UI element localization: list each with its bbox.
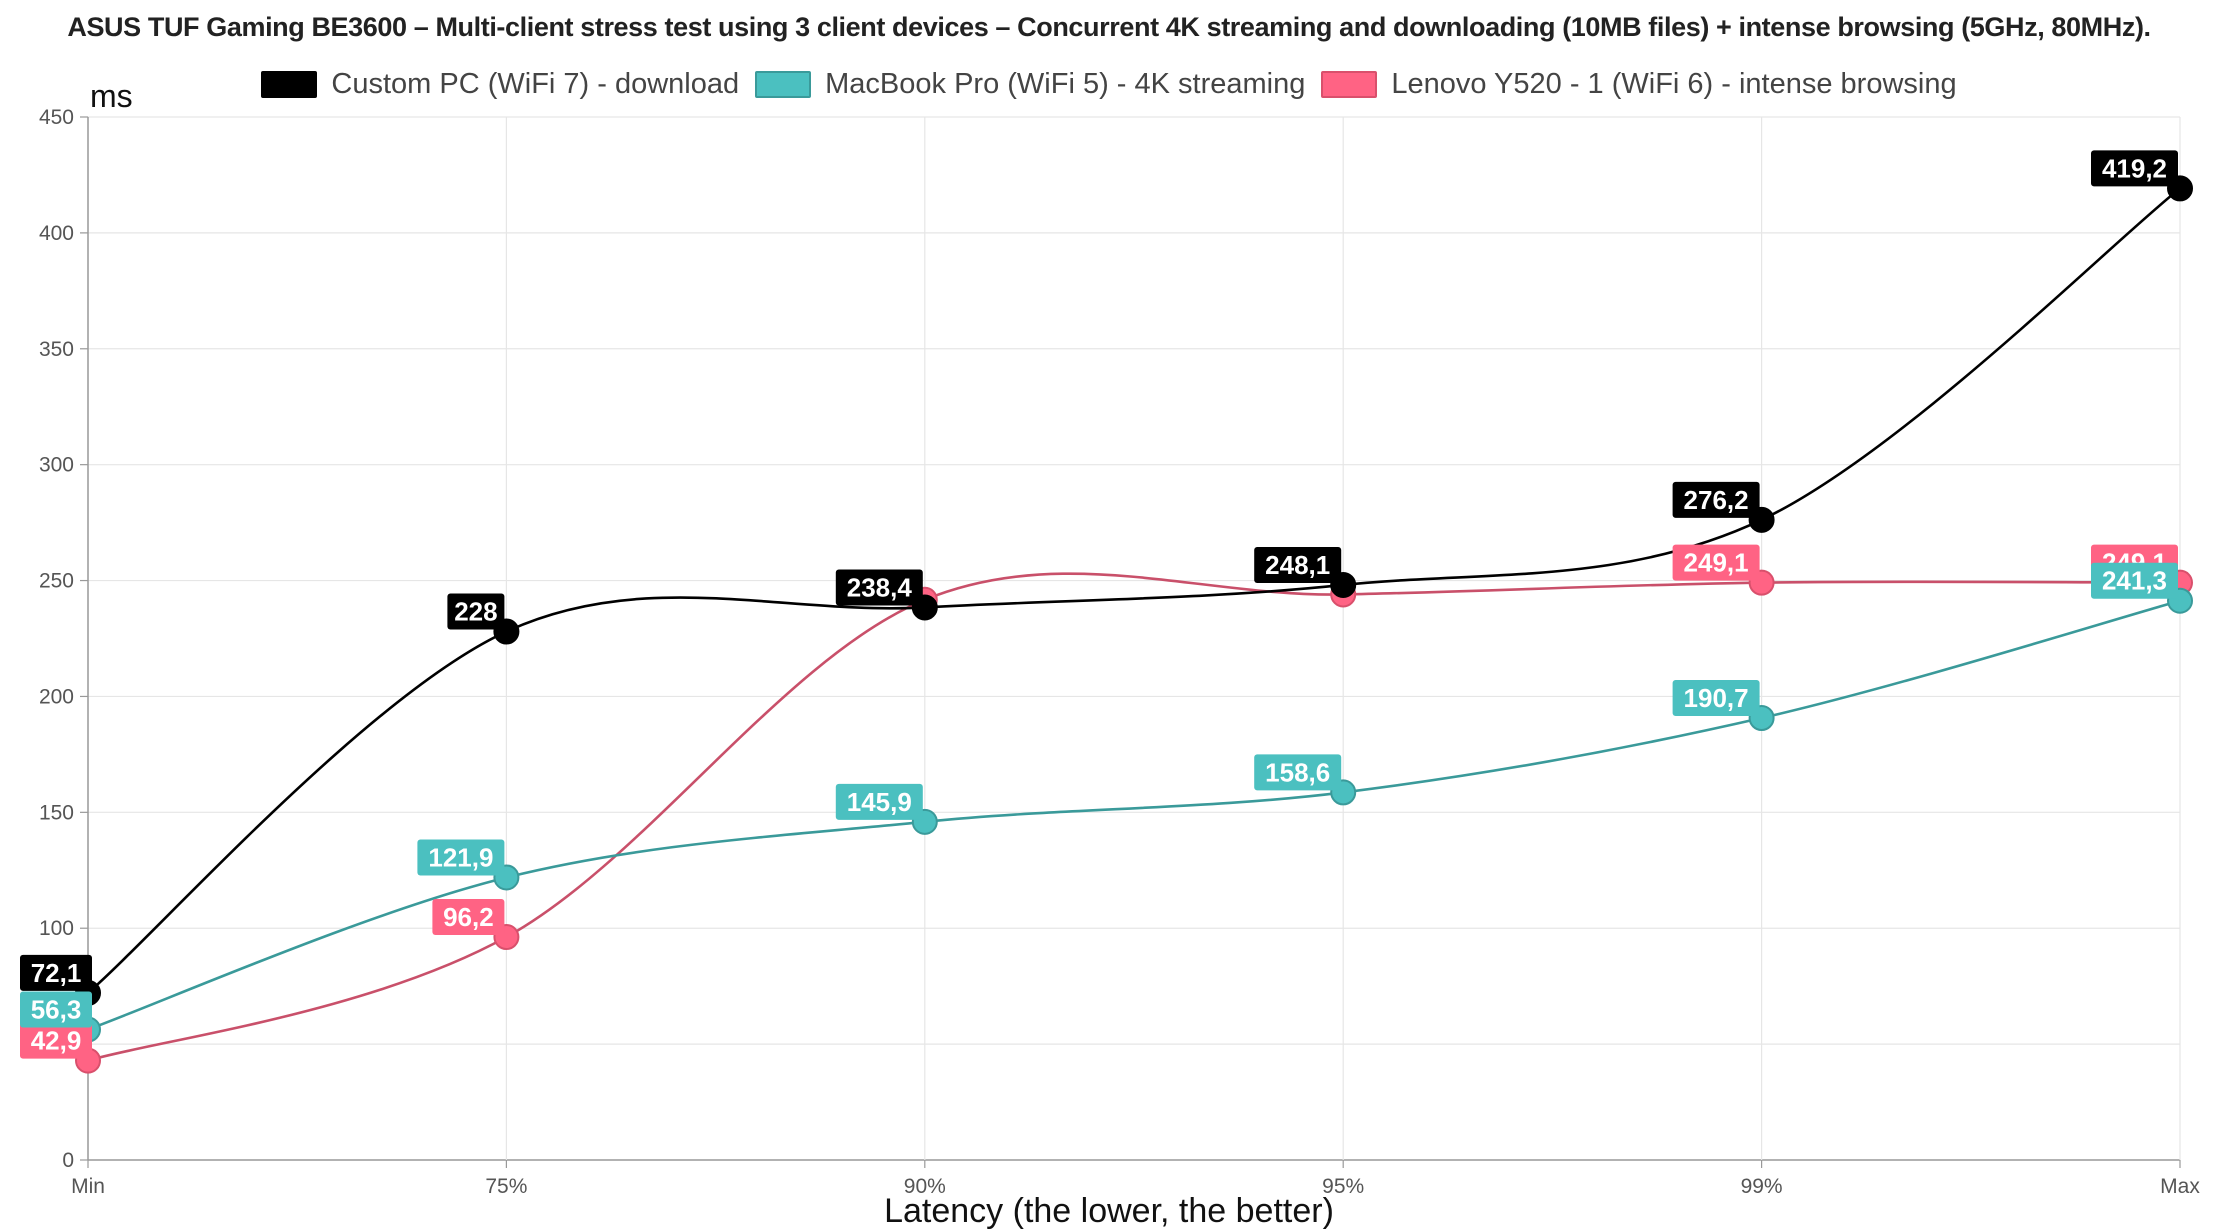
legend-label-lenovo: Lenovo Y520 - 1 (WiFi 6) - intense brows… bbox=[1391, 68, 1957, 100]
y-tick-label: 300 bbox=[39, 454, 74, 477]
legend-label-macbook: MacBook Pro (WiFi 5) - 4K streaming bbox=[825, 68, 1306, 100]
data-label-box bbox=[20, 991, 92, 1028]
series-line bbox=[87, 572, 2181, 1062]
series-1 bbox=[75, 587, 2193, 1043]
data-label: 121,9 bbox=[428, 842, 493, 872]
data-label-box bbox=[20, 1022, 92, 1059]
y-tick-label: 400 bbox=[39, 222, 74, 245]
x-tick-label: 75% bbox=[485, 1175, 527, 1198]
data-label: 145,9 bbox=[847, 787, 912, 817]
x-tick-label: Min bbox=[71, 1175, 105, 1198]
labels-0: 72,1 228 238,4 248,1 276,2 419,2 bbox=[20, 150, 2178, 991]
data-label: 241,3 bbox=[2102, 566, 2167, 596]
data-label-box bbox=[1672, 481, 1760, 518]
data-label-box bbox=[835, 783, 923, 820]
data-label-box bbox=[2091, 150, 2178, 187]
legend-label-custom-pc: Custom PC (WiFi 7) - download bbox=[331, 68, 740, 100]
data-label: 72,1 bbox=[31, 958, 82, 988]
y-tick-label: 450 bbox=[39, 106, 74, 129]
data-label-box bbox=[2091, 562, 2178, 599]
data-label-box bbox=[447, 593, 505, 630]
chart-title: ASUS TUF Gaming BE3600 – Multi-client st… bbox=[67, 12, 2151, 42]
y-tick-label: 100 bbox=[39, 917, 74, 940]
data-label: 42,9 bbox=[31, 1026, 82, 1056]
x-tick-label: 95% bbox=[1322, 1175, 1364, 1198]
data-label: 228 bbox=[454, 597, 497, 627]
data-label-box bbox=[835, 569, 923, 606]
data-label: 190,7 bbox=[1684, 683, 1749, 713]
x-tick-label: 90% bbox=[904, 1175, 946, 1198]
data-label: 56,3 bbox=[31, 995, 82, 1025]
data-label: 96,2 bbox=[443, 902, 494, 932]
data-label: 419,2 bbox=[2102, 153, 2167, 183]
legend-item-custom-pc[interactable]: Custom PC (WiFi 7) - download bbox=[261, 68, 739, 101]
legend-swatch-macbook bbox=[755, 71, 812, 98]
data-label-box bbox=[20, 954, 92, 991]
series-0 bbox=[75, 175, 2193, 1006]
data-label: 276,2 bbox=[1684, 485, 1749, 515]
x-axis-title: Latency (the lower, the better) bbox=[884, 1192, 1334, 1230]
y-tick-label: 350 bbox=[39, 338, 74, 361]
data-label-box bbox=[417, 839, 505, 876]
legend-item-lenovo[interactable]: Lenovo Y520 - 1 (WiFi 6) - intense brows… bbox=[1321, 68, 1957, 101]
legend-swatch-custom-pc bbox=[261, 71, 318, 98]
y-tick-label: 150 bbox=[39, 801, 74, 824]
x-tick-label: 99% bbox=[1741, 1175, 1783, 1198]
y-tick-label: 200 bbox=[39, 685, 74, 708]
data-label: 248,1 bbox=[1265, 550, 1330, 580]
series-2 bbox=[75, 569, 2193, 1074]
y-tick-label: 0 bbox=[62, 1149, 74, 1172]
data-label-box bbox=[1254, 754, 1342, 791]
data-label: 249,1 bbox=[1684, 548, 1749, 578]
data-label-box bbox=[432, 899, 505, 936]
data-label: 238,4 bbox=[847, 572, 913, 602]
data-label-box bbox=[1672, 679, 1760, 716]
data-label-box bbox=[1672, 544, 1760, 581]
data-label-box bbox=[1254, 546, 1342, 583]
series-line bbox=[87, 599, 2181, 1031]
grid: 050100150200250300350400450Min75%90%95%9… bbox=[39, 106, 2200, 1198]
y-tick-label: 250 bbox=[39, 570, 74, 593]
data-label: 158,6 bbox=[1265, 757, 1330, 787]
legend-swatch-lenovo bbox=[1321, 71, 1378, 98]
legend: Custom PC (WiFi 7) - download MacBook Pr… bbox=[0, 68, 2218, 101]
x-tick-label: Max bbox=[2160, 1175, 2200, 1198]
y-axis-title: ms bbox=[90, 78, 133, 114]
series-line bbox=[87, 187, 2181, 994]
legend-item-macbook[interactable]: MacBook Pro (WiFi 5) - 4K streaming bbox=[755, 68, 1305, 101]
labels-1: 56,3 121,9 145,9 158,6 190,7 241,3 bbox=[20, 562, 2178, 1028]
